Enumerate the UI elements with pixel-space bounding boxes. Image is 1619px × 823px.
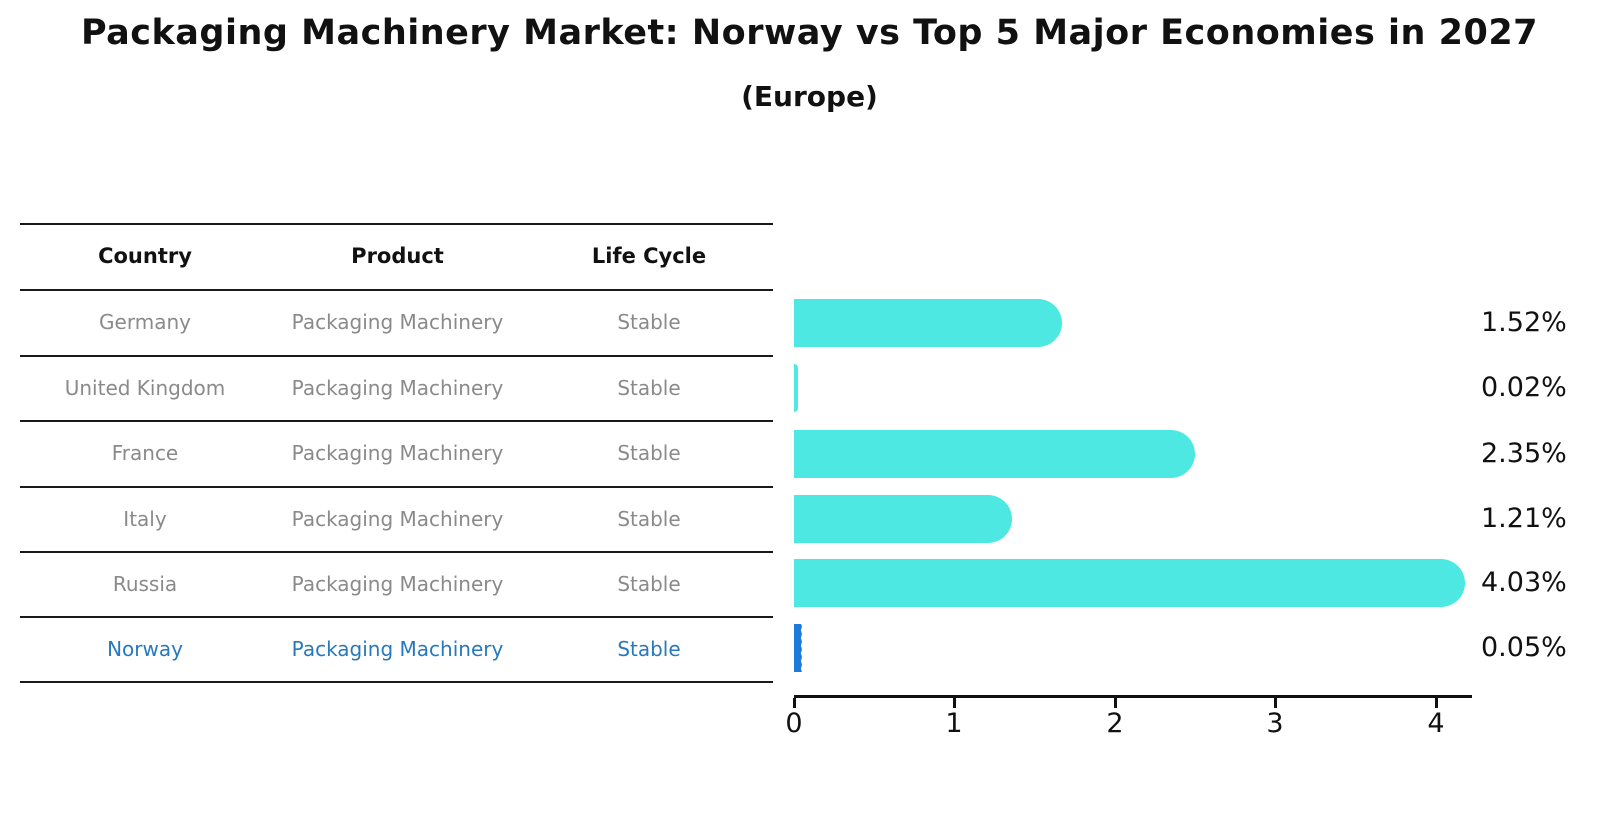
x-tick-mark	[1274, 698, 1277, 708]
table-row-norway: Norway Packaging Machinery Stable	[20, 616, 773, 681]
table-line	[20, 223, 773, 225]
x-tick-label-2: 2	[1106, 708, 1124, 739]
country-cell: Russia	[112, 571, 178, 596]
table-line	[20, 616, 773, 618]
country-cell: Germany	[99, 310, 191, 334]
table-row-france: France Packaging Machinery Stable	[20, 420, 773, 486]
table-line	[20, 420, 773, 422]
value-label-france: 2.35%	[1481, 438, 1567, 469]
table-line	[20, 551, 773, 553]
chart-subtitle: (Europe)	[741, 80, 878, 113]
life-cycle-cell: Stable	[617, 636, 681, 661]
bar-russia	[794, 559, 1465, 607]
table-header-row: Country Product Life Cycle	[20, 223, 773, 289]
life-cycle-cell: Stable	[617, 506, 681, 531]
bar-norway	[794, 624, 802, 672]
bar-france	[794, 430, 1195, 478]
life-cycle-cell: Stable	[617, 375, 681, 400]
x-tick-label-4: 4	[1427, 708, 1445, 739]
table-row-italy: Italy Packaging Machinery Stable	[20, 486, 773, 551]
value-label-united-kingdom: 0.02%	[1481, 372, 1567, 403]
table-row-united-kingdom: United Kingdom Packaging Machinery Stabl…	[20, 355, 773, 420]
life-cycle-cell: Stable	[617, 441, 681, 465]
value-label-germany: 1.52%	[1481, 307, 1567, 338]
x-tick-mark	[793, 698, 796, 708]
product-cell: Packaging Machinery	[291, 375, 504, 400]
product-cell: Packaging Machinery	[291, 506, 504, 531]
x-tick-mark	[1435, 698, 1438, 708]
table-row-russia: Russia Packaging Machinery Stable	[20, 551, 773, 616]
table-row-germany: Germany Packaging Machinery Stable	[20, 289, 773, 355]
product-cell: Packaging Machinery	[291, 571, 504, 596]
x-axis-line	[794, 695, 1472, 698]
country-cell: Italy	[123, 506, 167, 531]
x-tick-label-3: 3	[1266, 708, 1284, 739]
table-header-country: Country	[98, 244, 192, 268]
x-tick-label-0: 0	[785, 708, 803, 739]
product-cell: Packaging Machinery	[291, 310, 504, 334]
value-label-italy: 1.21%	[1481, 503, 1567, 534]
table-line	[20, 486, 773, 488]
table-header-product: Product	[351, 244, 444, 268]
country-cell: Norway	[107, 636, 183, 661]
x-tick-mark	[1114, 698, 1117, 708]
product-cell: Packaging Machinery	[291, 636, 504, 661]
life-cycle-cell: Stable	[617, 571, 681, 596]
table-line	[20, 289, 773, 291]
table-line	[20, 681, 773, 683]
country-cell: France	[111, 441, 179, 465]
bar-germany	[794, 299, 1062, 347]
product-cell: Packaging Machinery	[291, 441, 504, 465]
chart-title: Packaging Machinery Market: Norway vs To…	[80, 13, 1539, 53]
table-header-life-cycle: Life Cycle	[591, 244, 707, 268]
x-tick-label-1: 1	[945, 708, 963, 739]
bar-italy	[794, 495, 1012, 543]
x-tick-mark	[953, 698, 956, 708]
table-line	[20, 355, 773, 357]
country-cell: United Kingdom	[64, 375, 226, 400]
value-label-russia: 4.03%	[1481, 567, 1567, 598]
bar-united-kingdom	[794, 364, 798, 412]
life-cycle-cell: Stable	[617, 310, 681, 334]
value-label-norway: 0.05%	[1481, 632, 1567, 663]
